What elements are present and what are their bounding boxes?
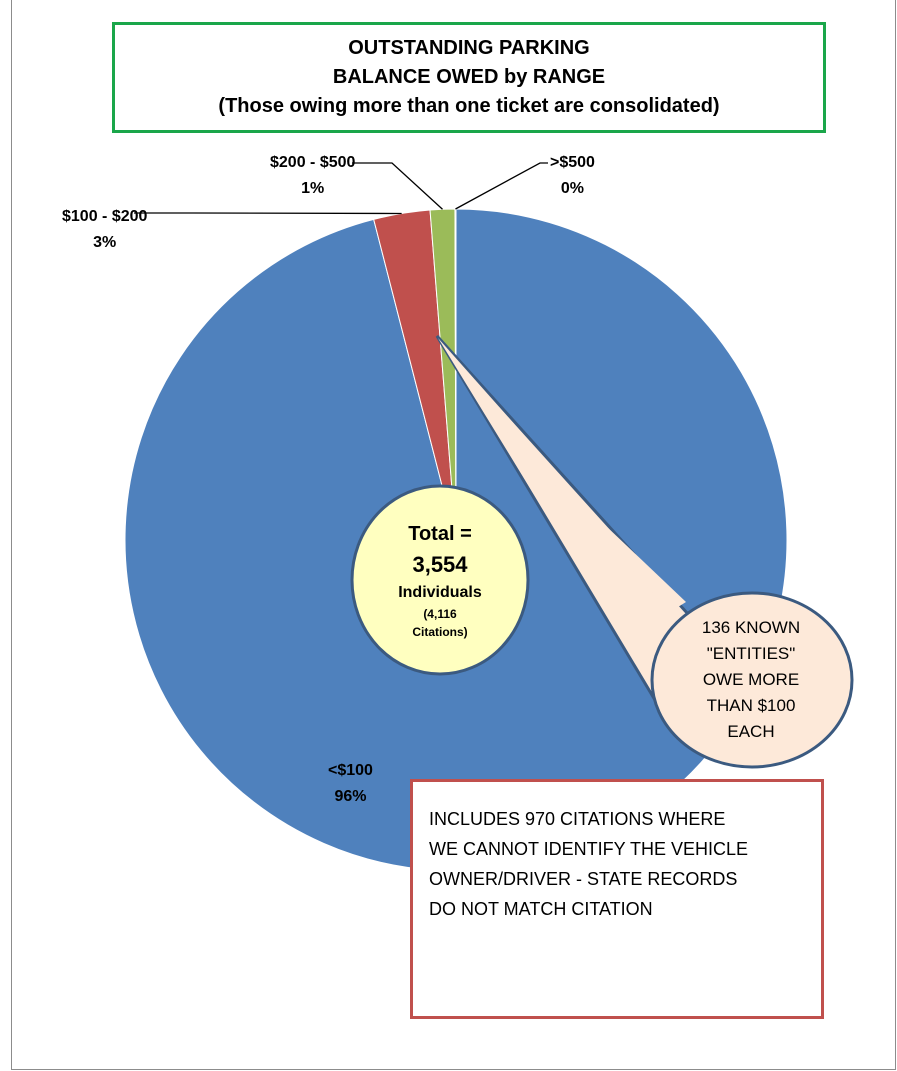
callout-text: 136 KNOWN "ENTITIES" OWE MORE THAN $100 … [676,600,826,760]
chart-frame [11,0,896,1070]
slice-label-100-200: $100 - $200 3% [62,204,147,256]
callout-line: "ENTITIES" [706,644,796,663]
citations-count: (4,116 [423,607,457,621]
slice-percent: 3% [93,234,117,251]
slice-label-over-500: >$500 0% [550,150,595,202]
slice-percent: 96% [334,788,367,805]
note-line: OWNER/DRIVER - STATE RECORDS [429,869,738,889]
chart-title-line-1: OUTSTANDING PARKING [348,37,590,59]
chart-subtitle: (Those owing more than one ticket are co… [218,95,720,117]
citations-label: Citations) [412,625,468,639]
slice-name: <$100 [328,762,373,779]
slice-label-under-100: <$100 96% [328,758,373,810]
callout-line: OWE MORE [702,670,800,689]
callout-line: EACH [727,722,775,741]
note-line: WE CANNOT IDENTIFY THE VEHICLE [429,839,749,859]
slice-percent: 0% [560,180,585,197]
leader-line [352,162,443,210]
callout-line: 136 KNOWN [701,618,801,637]
slice-name: $200 - $500 [270,154,356,171]
note-line: INCLUDES 970 CITATIONS WHERE [429,809,726,829]
slice-name: >$500 [550,154,595,171]
slice-percent: 1% [301,180,325,197]
chart-title-line-2: BALANCE OWED by RANGE [332,66,606,88]
total-unit: Individuals [398,584,482,601]
leader-line [455,162,548,210]
total-label: Total = [408,523,472,545]
note-line: DO NOT MATCH CITATION [429,899,653,919]
total-value: 3,554 [412,552,468,577]
note-box: INCLUDES 970 CITATIONS WHERE WE CANNOT I… [410,779,824,1019]
slice-label-200-500: $200 - $500 1% [270,150,355,202]
callout-line: THAN $100 [706,696,796,715]
total-bubble-text: Total = 3,554 Individuals (4,116 Citatio… [352,486,528,674]
slice-name: $100 - $200 [62,208,148,225]
chart-title-box: OUTSTANDING PARKING BALANCE OWED by RANG… [112,22,826,133]
leader-lines [134,162,548,215]
callout-bubble [650,591,854,769]
total-bubble [350,484,530,676]
